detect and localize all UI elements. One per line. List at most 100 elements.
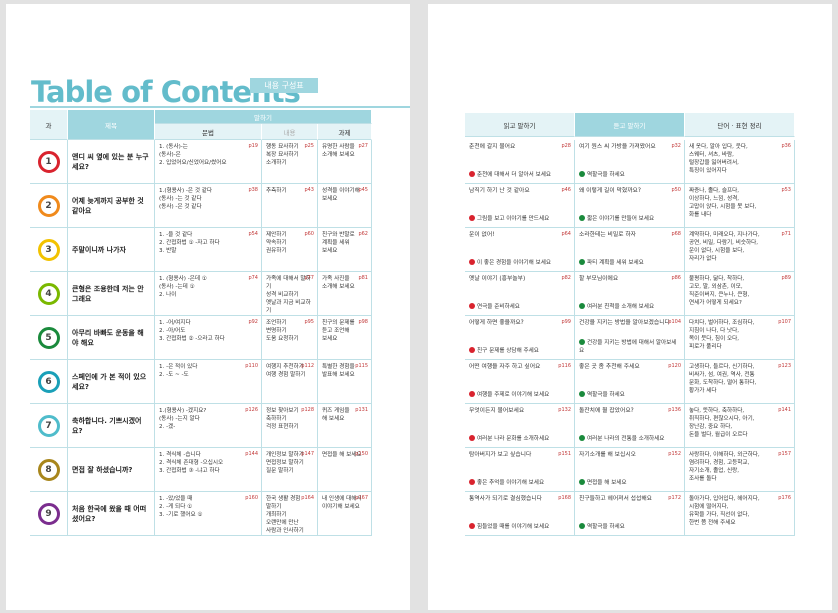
page-number: p82 [561, 275, 571, 281]
reading-title: 운이 없어! [469, 232, 495, 238]
content-line: 성격 비교하기 [266, 292, 299, 298]
vocab-cell: 사랑하다, 이해하다, 외근하다, 염려하다, 경험, 고등학교, 자기소개, 졸업… [685, 448, 795, 492]
lesson-number: 4 [37, 282, 60, 305]
page-number: p110 [245, 363, 258, 369]
grammar-cell: 1. -았/었을 때 2. -게 되다 ① 3. -기로 했어요 ① p160 [155, 492, 262, 536]
listening-task: 파티 계획을 세워 보세요 [579, 259, 681, 267]
content-line: 오랜만에 만난 [266, 520, 299, 526]
task-text: 그림을 보고 이야기를 만드세요 [477, 216, 550, 222]
listening-cell: 돌잔치에 뭘 잡았어요? p136 여러분 나라의 전통을 소개하세요 [575, 404, 685, 448]
grammar-line: 1. -은 적이 있다 [159, 364, 198, 370]
task-icon [579, 339, 585, 345]
page-number: p168 [558, 495, 571, 501]
page-number: p89 [781, 275, 791, 281]
grammar-line: (동사) -은 것 같다 [159, 204, 202, 210]
content-line: 행동 묘사하기 [266, 144, 299, 150]
vocab-cell: 짜증나, 졸다, 슬프다, 이상하다, 느낌, 성격, 고맙이 앉다, 시험을 못 … [685, 184, 795, 228]
page-number: p53 [781, 187, 791, 193]
task-line: 내 인생에 대해서 [322, 496, 362, 502]
grammar-line: 2. 입었어요/신었어요/썼어요 [159, 160, 227, 166]
lesson-title: 앤디 씨 옆에 있는 분 누구세요? [72, 152, 149, 171]
task-cell: 가족 사진을 소개해 보세요 p81 [318, 272, 372, 316]
content-line: 변명하기 [266, 328, 287, 334]
reading-task: 연극을 준비하세요 [469, 303, 571, 311]
task-text: 친구 문제를 상담해 주세요 [477, 348, 539, 354]
page-number: p152 [668, 451, 681, 457]
grammar-line: 2. 간접화법 ① -자고 하다 [159, 240, 220, 246]
vocab-line: 시험에 떨어지다, [689, 504, 729, 510]
lesson-cell: 7 [30, 404, 68, 448]
lesson-number: 8 [37, 458, 60, 481]
page-number: p107 [778, 319, 791, 325]
task-text: 역할극을 하세요 [587, 524, 625, 530]
task-line: 유명한 사람을 [322, 144, 355, 150]
page-number: p172 [668, 495, 681, 501]
reading-title: 어떻게 하면 좋을까요? [469, 320, 524, 326]
task-text: 건강을 지키는 방법에 대해서 알아보세요 [579, 340, 677, 354]
page-number: p92 [248, 319, 258, 325]
page-number: p62 [358, 231, 368, 237]
task-line: 보세요 [322, 336, 338, 342]
content-line: 개인정보 말하기 [266, 452, 304, 458]
listening-cell: 할 부모님이에요 p86 여러분 친척을 소개해 보세요 [575, 272, 685, 316]
content-line: 옛날과 지금 비교하기 [266, 300, 311, 314]
listening-cell: 좋은 곳 좀 추천해 주세요 p120 역할극을 하세요 [575, 360, 685, 404]
vocab-line: 계약하다, 미래오다, 지나가다, [689, 232, 760, 238]
reading-title: 어떤 여행을 자주 하고 싶어요 [469, 364, 541, 370]
header-cell: 읽고 말하기 [465, 113, 575, 137]
lesson-cell: 4 [30, 272, 68, 316]
task-line: 이야기해 보세요 [322, 504, 360, 510]
lesson-number: 9 [37, 502, 60, 525]
task-line: 퀴즈 게임을 [322, 408, 350, 414]
grammar-line: 1.(형용사) -겠지요? [159, 408, 207, 414]
task-icon [469, 435, 475, 441]
vocab-line: 새 옷다, 알아 입다, 웃다, [689, 144, 748, 150]
content-cell: 가족에 대해서 말하기 성격 비교하기 옛날과 지금 비교하기 p77 [262, 272, 318, 316]
page-number: p160 [245, 495, 258, 501]
task-line: 발표해 보세요 [322, 372, 355, 378]
lesson-number: 3 [37, 238, 60, 261]
vocab-line: 불평하다, 닮다, 착하다, [689, 276, 745, 282]
page-number: p64 [561, 231, 571, 237]
lesson-cell: 6 [30, 360, 68, 404]
content-line: 추측하기 [266, 188, 287, 194]
listening-task: 건강을 지키는 방법에 대해서 알아보세요 [579, 339, 681, 355]
reading-task: 춘천에 대해서 더 알아서 보세요 [469, 171, 571, 179]
page-number: p132 [558, 407, 571, 413]
content-cell: 조언하기 변명하기 도움 요청하기 p95 [262, 316, 318, 360]
grammar-line: 3. -기로 했어요 ① [159, 512, 203, 518]
page-number: p99 [561, 319, 571, 325]
vocab-line: 취직하다, 편찮으시다, 아기, [689, 416, 755, 422]
vocab-line: 스웨터, 셔츠, 바람, [689, 152, 734, 158]
task-cell: 면접을 해 보세요 p150 [318, 448, 372, 492]
task-text: 파티 계획을 세워 보세요 [587, 260, 644, 266]
content-cell: 정보 찾아보기 축하하기 걱정 표현하기 p128 [262, 404, 318, 448]
page-number: p141 [778, 407, 791, 413]
task-line: 가족 사진을 [322, 276, 350, 282]
content-line: 도움 요청하기 [266, 336, 299, 342]
listening-title: 할 부모님이에요 [579, 276, 619, 282]
content-cell: 제안하기 약속하기 권유하기 p60 [262, 228, 318, 272]
listening-cell: 소라한테는 비밀로 하자 p68 파티 계획을 세워 보세요 [575, 228, 685, 272]
reading-task: 힘들었을 때를 이야기해 보세요 [469, 523, 571, 531]
spacer [0, 74, 30, 104]
page-number: p45 [358, 187, 368, 193]
header-cell: 말하기 [155, 110, 372, 124]
grammar-line: (동사) -는 것 같다 [159, 196, 202, 202]
grammar-line: (동사)-은 [159, 152, 181, 158]
vocab-line: 운이 없다, 시험을 보다, [689, 248, 745, 254]
grammar-line: 1.(형용사) -은 것 같다 [159, 188, 213, 194]
vocab-line: 이상하다, 느낌, 성격, [689, 196, 740, 202]
reading-title: 남직기 하기 난 것 같아요 [469, 188, 530, 194]
task-text: 연극을 준비하세요 [477, 304, 520, 310]
content-cell: 한국 생활 경험 말하기 개최하기 오랜만에 만난 사람과 인사하기 p164 [262, 492, 318, 536]
page-number: p120 [668, 363, 681, 369]
listening-title: 왜 이렇게 길이 막혔까요? [579, 188, 641, 194]
page-number: p167 [355, 495, 368, 501]
grammar-line: 2. -아/어도 [159, 328, 186, 334]
content-cell: 추측하기 p43 [262, 184, 318, 228]
page-number: p28 [561, 143, 571, 149]
title-cell: 큰형은 조용한데 저는 안 그래요 [68, 272, 155, 316]
page-number: p147 [301, 451, 314, 457]
